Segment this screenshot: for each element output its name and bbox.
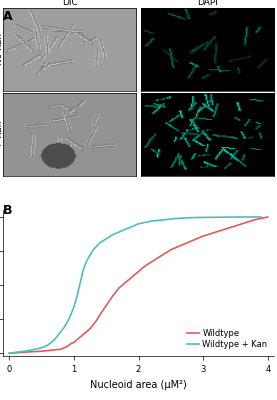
Wildtype bbox=[75, 337, 79, 342]
Wildtype + Kan bbox=[240, 214, 243, 219]
Wildtype bbox=[69, 341, 72, 346]
Wildtype + Kan bbox=[59, 329, 63, 334]
Wildtype bbox=[79, 334, 82, 339]
Wildtype + Kan bbox=[137, 222, 140, 226]
Wildtype bbox=[117, 286, 121, 290]
Text: A: A bbox=[3, 10, 12, 23]
Wildtype bbox=[201, 234, 205, 238]
Wildtype + Kan bbox=[176, 216, 179, 221]
Wildtype + Kan bbox=[214, 215, 218, 220]
Title: DAPI: DAPI bbox=[197, 0, 218, 7]
Wildtype + Kan bbox=[189, 215, 192, 220]
Wildtype bbox=[66, 344, 69, 349]
Text: B: B bbox=[3, 204, 12, 217]
Wildtype + Kan bbox=[69, 313, 72, 318]
Wildtype + Kan bbox=[111, 232, 114, 237]
Wildtype + Kan bbox=[92, 247, 95, 252]
Wildtype bbox=[253, 217, 257, 222]
Y-axis label: + Kan: + Kan bbox=[0, 121, 4, 148]
Wildtype + Kan bbox=[72, 304, 76, 309]
Wildtype bbox=[182, 242, 185, 247]
Wildtype + Kan bbox=[63, 325, 66, 330]
Wildtype + Kan bbox=[79, 280, 82, 285]
Wildtype bbox=[156, 256, 160, 260]
Wildtype + Kan bbox=[56, 333, 59, 338]
Legend: Wildtype, Wildtype + Kan: Wildtype, Wildtype + Kan bbox=[184, 326, 270, 352]
Wildtype bbox=[240, 222, 243, 226]
Wildtype bbox=[189, 239, 192, 244]
Wildtype bbox=[27, 350, 30, 354]
Wildtype bbox=[214, 230, 218, 234]
Wildtype + Kan bbox=[150, 219, 153, 224]
Wildtype bbox=[7, 351, 11, 356]
Wildtype + Kan bbox=[85, 258, 88, 263]
Wildtype + Kan bbox=[143, 220, 147, 225]
Wildtype bbox=[169, 247, 173, 252]
Wildtype + Kan bbox=[130, 224, 134, 229]
Wildtype bbox=[150, 260, 153, 264]
Wildtype bbox=[98, 313, 101, 318]
Wildtype bbox=[92, 322, 95, 327]
Title: DIC: DIC bbox=[62, 0, 78, 7]
Wildtype + Kan bbox=[50, 340, 53, 345]
Wildtype bbox=[88, 326, 92, 331]
Wildtype bbox=[111, 294, 114, 298]
Wildtype + Kan bbox=[260, 214, 263, 219]
Wildtype + Kan bbox=[201, 215, 205, 220]
Wildtype bbox=[260, 216, 263, 221]
Wildtype bbox=[59, 347, 63, 352]
Wildtype bbox=[227, 226, 231, 230]
Wildtype bbox=[53, 348, 56, 352]
Wildtype + Kan bbox=[82, 266, 85, 271]
Wildtype + Kan bbox=[227, 215, 231, 220]
Wildtype bbox=[176, 244, 179, 249]
Wildtype bbox=[63, 346, 66, 350]
Wildtype bbox=[137, 269, 140, 274]
Wildtype + Kan bbox=[7, 351, 11, 356]
Wildtype + Kan bbox=[163, 217, 166, 222]
Y-axis label: No Kan: No Kan bbox=[0, 33, 4, 65]
Wildtype + Kan bbox=[124, 227, 127, 232]
Wildtype bbox=[163, 251, 166, 256]
Wildtype bbox=[46, 348, 50, 353]
Wildtype bbox=[85, 329, 88, 334]
Line: Wildtype: Wildtype bbox=[9, 217, 268, 353]
Wildtype + Kan bbox=[98, 240, 101, 245]
X-axis label: Nucleoid area (μM²): Nucleoid area (μM²) bbox=[90, 380, 187, 390]
Wildtype + Kan bbox=[40, 346, 43, 350]
Wildtype bbox=[104, 303, 108, 308]
Wildtype bbox=[266, 214, 270, 219]
Wildtype bbox=[195, 236, 198, 241]
Line: Wildtype + Kan: Wildtype + Kan bbox=[9, 217, 261, 353]
Wildtype bbox=[124, 280, 127, 285]
Wildtype bbox=[82, 332, 85, 336]
Wildtype bbox=[40, 349, 43, 354]
Wildtype + Kan bbox=[117, 230, 121, 234]
Wildtype + Kan bbox=[253, 214, 257, 219]
Wildtype + Kan bbox=[104, 236, 108, 241]
Wildtype + Kan bbox=[53, 337, 56, 342]
Wildtype bbox=[72, 340, 76, 345]
Wildtype bbox=[130, 274, 134, 279]
Wildtype bbox=[143, 264, 147, 268]
Wildtype + Kan bbox=[27, 348, 30, 353]
Wildtype + Kan bbox=[75, 294, 79, 298]
Wildtype + Kan bbox=[88, 253, 92, 258]
Wildtype bbox=[95, 318, 98, 323]
Wildtype + Kan bbox=[46, 343, 50, 348]
Wildtype + Kan bbox=[66, 320, 69, 324]
